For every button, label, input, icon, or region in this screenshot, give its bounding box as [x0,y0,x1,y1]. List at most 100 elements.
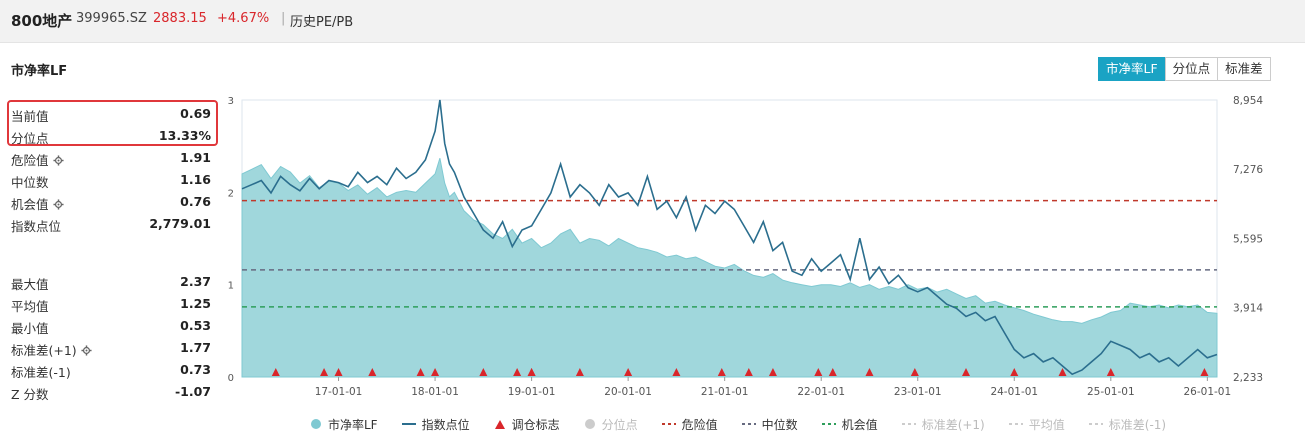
stat-value: 1.25 [180,296,211,311]
y-right-tick-label: 3,914 [1233,303,1263,315]
y-right-tick-label: 8,954 [1233,95,1263,107]
stat-label: 中位数 [11,175,49,190]
stat-value: 0.76 [180,194,211,209]
rebalance-marker [271,368,280,376]
section-title: 市净率LF [11,64,68,79]
legend-dash-icon [1088,423,1103,425]
rebalance-marker [575,368,584,376]
stat-value: 0.53 [180,318,211,333]
stat-row: 机会值 0.76 [11,192,211,212]
legend-item[interactable]: 调仓标志 [494,416,560,433]
legend-item[interactable]: 机会值 [821,416,878,433]
rebalance-marker [672,368,681,376]
legend-dot-icon [311,419,321,429]
legend-item[interactable]: 指数点位 [401,416,470,433]
rebalance-marker [513,368,522,376]
legend-label: 指数点位 [421,417,470,432]
legend-line-icon [401,423,416,425]
toggle-percentile-button[interactable]: 分位点 [1164,57,1219,81]
x-tick-label: 19-01-01 [508,386,556,398]
stat-row: 当前值 0.69 [11,104,211,124]
rebalance-marker [416,368,425,376]
rebalance-marker [431,368,440,376]
rebalance-marker [334,368,343,376]
gear-icon[interactable] [52,155,64,166]
stat-value: 2,779.01 [149,216,211,231]
x-tick-label: 20-01-01 [604,386,652,398]
x-tick-label: 22-01-01 [797,386,845,398]
legend-item[interactable]: 分位点 [584,416,638,433]
index-line-series [241,99,1218,376]
gear-icon[interactable] [81,345,92,356]
stat-label: 危险值 [11,150,64,169]
legend-dash-icon [661,423,676,425]
stat-row: 标准差(-1) 0.73 [11,360,211,380]
rebalance-marker [814,368,823,376]
rebalance-marker [768,368,777,376]
toggle-pb-button[interactable]: 市净率LF [1098,57,1166,81]
rebalance-marker [962,368,971,376]
stat-label: 机会值 [11,194,64,213]
rebalance-marker [865,368,874,376]
rebalance-marker [828,368,837,376]
stat-label: 最小值 [11,321,49,336]
current-value-highlight [7,100,218,146]
rebalance-marker [1106,368,1115,376]
stat-value: 1.91 [180,150,211,165]
x-tick-label: 26-01-01 [1184,386,1232,398]
x-tick-label: 23-01-01 [894,386,942,398]
toggle-stddev-button[interactable]: 标准差 [1217,57,1271,81]
x-tick-label: 21-01-01 [701,386,749,398]
y-left-tick-label: 0 [228,373,234,384]
legend-item[interactable]: 标准差(+1) [901,416,985,433]
stat-row: 标准差(+1) 1.77 [11,338,211,358]
rebalance-marker [527,368,536,376]
rebalance-marker [1058,368,1067,376]
stat-value: 1.16 [180,172,211,187]
stat-row: 危险值 1.91 [11,148,211,168]
stat-value: 1.77 [180,340,211,355]
stat-row: 分位点 13.33% [11,126,211,146]
legend-triangle-icon [494,420,505,429]
rebalance-marker [479,368,488,376]
rebalance-marker [717,368,726,376]
rebalance-marker [320,368,329,376]
y-left-tick-label: 2 [228,188,234,199]
legend-label: 中位数 [761,417,798,432]
stat-label: 标准差(+1) [11,340,92,359]
x-tick-label: 25-01-01 [1087,386,1135,398]
gear-icon[interactable] [52,199,64,210]
legend-label: 机会值 [841,417,878,432]
legend-dash-icon [1008,423,1023,425]
legend-label: 危险值 [681,417,718,432]
legend-item[interactable]: 危险值 [661,416,718,433]
y-right-tick-label: 7,276 [1233,164,1263,176]
stat-value: 0.73 [180,362,211,377]
legend-item[interactable]: 中位数 [741,416,798,433]
y-left-tick-label: 1 [228,281,234,292]
stat-label: 指数点位 [11,219,62,234]
stat-row: Z 分数 -1.07 [11,382,211,402]
index-change: +4.67% [217,11,270,26]
header-separator: | [281,11,286,26]
stat-row: 指数点位 2,779.01 [11,214,211,234]
metric-toggle-group: 市净率LF 分位点 标准差 [1098,57,1271,81]
legend-label: 平均值 [1028,417,1065,432]
y-left-tick-label: 3 [228,96,234,107]
index-code: 399965.SZ [76,11,147,26]
stat-row: 平均值 1.25 [11,294,211,314]
legend-label: 市净率LF [328,417,378,432]
legend-item[interactable]: 标准差(-1) [1088,416,1167,433]
stat-label: Z 分数 [11,387,49,402]
rebalance-marker [744,368,753,376]
rebalance-marker [1200,368,1209,376]
y-right-tick-label: 5,595 [1233,233,1263,245]
rebalance-marker [910,368,919,376]
legend-item[interactable]: 平均值 [1008,416,1065,433]
view-title[interactable]: 历史PE/PB [290,15,354,30]
index-name: 800地产 [11,12,73,30]
stat-label: 分位点 [11,131,49,146]
legend-label: 标准差(-1) [1108,417,1167,432]
legend-item[interactable]: 市净率LF [310,416,378,433]
